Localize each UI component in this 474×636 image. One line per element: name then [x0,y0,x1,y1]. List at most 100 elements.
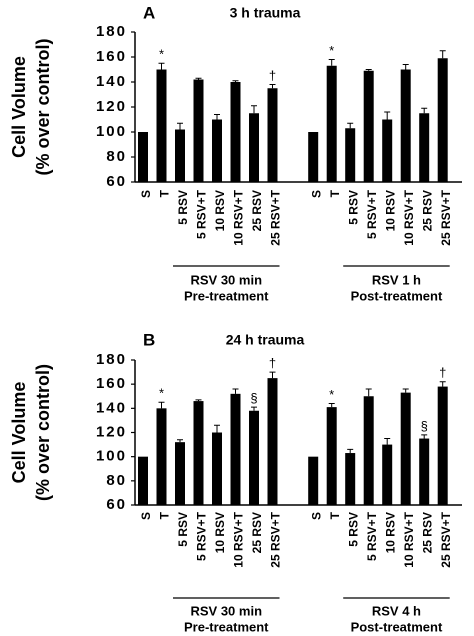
x-tick-label: T [158,511,172,519]
y-tick-label: 140 [96,399,127,416]
bar [175,129,185,182]
error-bar [421,107,428,114]
bar [382,119,393,182]
chart-title: 24 h trauma [226,332,305,348]
group-label: RSV 30 min [190,272,262,287]
x-tick-label: 5 RSV [176,512,190,547]
panel-label: B [143,330,155,349]
x-tick-label: 5 RSV [346,190,360,225]
group-label: Pre-treatment [184,288,269,303]
bar [138,132,148,182]
y-tick-label: 180 [96,23,127,40]
error-bar [402,388,409,393]
group-label: Post-treatment [351,288,443,303]
group-label: RSV 30 min [190,603,262,618]
x-tick-label: S [139,512,153,520]
x-tick-label: 5 RSV [176,190,190,225]
x-tick-label: 25 RSV [420,512,434,553]
y-tick-label: 100 [96,123,127,140]
x-tick-label: S [309,190,323,198]
significance-marker: § [421,418,428,433]
error-bar [177,122,183,130]
bar [212,432,222,505]
error-bar [251,406,257,411]
chart-title: 3 h trauma [230,5,301,21]
significance-marker: † [269,356,276,371]
bar [382,444,393,505]
bar [400,392,411,505]
x-tick-label: 25 RSV+T [269,511,283,567]
bar [326,65,337,182]
bar [267,378,278,505]
bar [193,401,204,505]
x-tick-label: 10 RSV+T [232,189,246,245]
x-tick-label: 25 RSV [420,190,434,231]
bar [249,113,259,182]
bar [363,70,374,182]
x-tick-label: 5 RSV+T [365,189,379,239]
bar [345,453,356,505]
y-axis-label: (% over control) [33,364,53,501]
significance-marker: * [159,47,164,62]
significance-marker: * [329,387,334,402]
bar [230,82,241,182]
error-bar [214,114,220,120]
x-tick-label: 25 RSV+T [439,511,453,567]
bar [212,119,222,182]
bar [326,407,337,505]
x-tick-label: 10 RSV [213,190,227,231]
error-bar [269,371,276,379]
x-tick-label: 25 RSV+T [269,189,283,245]
group-label: RSV 4 h [372,603,421,618]
bar [230,393,241,505]
x-tick-label: 25 RSV [250,190,264,231]
bar [363,396,374,505]
bar [249,410,259,505]
y-tick-label: 140 [96,73,127,90]
error-bar [328,59,335,66]
y-tick-label: 80 [106,148,127,165]
significance-marker: * [159,386,164,401]
x-tick-label: T [328,511,342,519]
error-bar [439,50,446,59]
error-bar [158,62,165,70]
y-tick-label: 80 [106,472,127,489]
error-bar [402,64,409,70]
bar [193,79,204,182]
x-tick-label: 10 RSV [383,190,397,231]
x-tick-label: S [309,512,323,520]
error-bar [195,399,202,402]
x-tick-label: 10 RSV [213,512,227,553]
bar [400,69,411,182]
error-bar [439,381,446,387]
bar [419,113,430,182]
significance-marker: § [250,391,257,406]
bar [138,456,148,505]
error-bar [232,388,239,394]
x-tick-label: 5 RSV+T [365,511,379,561]
panel-label: A [143,3,155,22]
y-axis-label: (% over control) [33,38,53,175]
bar [308,456,319,505]
bar [308,132,319,182]
y-tick-label: 60 [106,496,127,513]
bar [267,88,278,182]
bar [419,438,430,505]
error-bar [214,424,220,433]
error-bar [421,434,428,439]
y-axis-label: Cell Volume [9,56,29,158]
error-bar [177,439,183,443]
x-tick-label: 5 RSV+T [195,511,209,561]
error-bar [365,69,372,71]
bar [156,408,167,505]
group-label: RSV 1 h [372,272,421,287]
bar [175,442,185,505]
significance-marker: † [439,365,446,380]
x-tick-label: 5 RSV [346,512,360,547]
error-bar [158,401,165,409]
error-bar [384,438,391,445]
bar [156,69,167,182]
x-tick-label: 25 RSV [250,512,264,553]
error-bar [328,403,335,408]
